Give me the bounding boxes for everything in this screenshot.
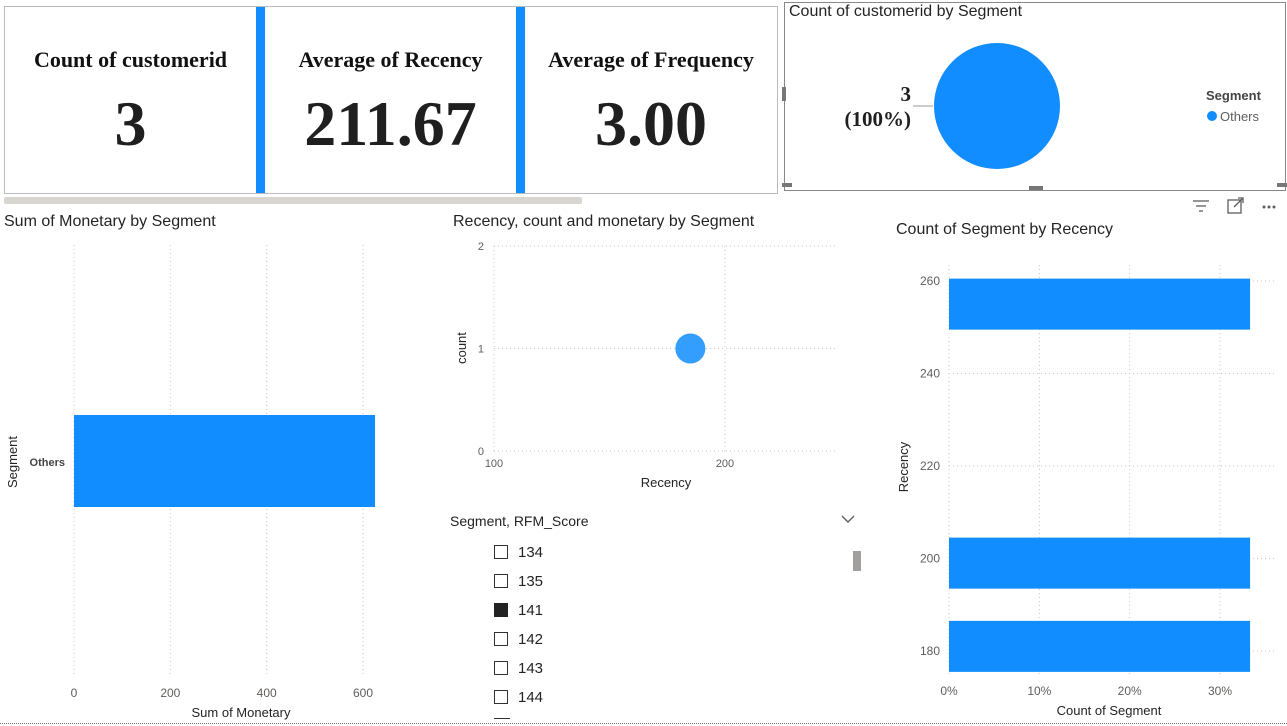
kpi-card-group: Count of customerid 3 Average of Recency… xyxy=(4,6,778,194)
y-tick-label: 240 xyxy=(920,367,940,381)
slicer-checkbox[interactable] xyxy=(494,661,508,675)
slicer-item-label: 134 xyxy=(518,543,544,561)
kpi-value: 211.67 xyxy=(304,88,477,159)
monetary-bar-chart[interactable]: 0 200 400 600 Others Sum of Monetary Segment xyxy=(0,235,430,723)
kpi-title: Count of customerid xyxy=(33,47,228,72)
monetary-chart-title: Sum of Monetary by Segment xyxy=(4,213,216,230)
chevron-down-icon[interactable] xyxy=(840,512,856,526)
slicer-item-142[interactable]: 142 xyxy=(494,629,543,649)
resize-handle-bottom[interactable] xyxy=(1029,186,1043,190)
y-axis-title: Segment xyxy=(5,436,20,488)
slicer-checkbox[interactable] xyxy=(494,632,508,646)
legend-item[interactable]: Others xyxy=(1220,109,1260,124)
pie-data-label-value: 3 xyxy=(901,82,912,106)
horizontal-scrollbar[interactable] xyxy=(4,197,582,204)
y-tick-label: 200 xyxy=(920,552,940,566)
x-tick-label: 0 xyxy=(71,686,78,700)
slicer-checkbox[interactable] xyxy=(494,690,508,704)
pie-chart-card[interactable]: Count of customerid by Segment 3 (100%) … xyxy=(782,2,1287,191)
y-axis-title: Recency xyxy=(896,441,911,492)
x-tick-label: 200 xyxy=(160,686,180,700)
slicer-item-143[interactable]: 143 xyxy=(494,658,543,678)
scatter-chart-title: Recency, count and monetary by Segment xyxy=(453,213,755,230)
slicer-checkbox[interactable] xyxy=(494,545,508,559)
scatter-point[interactable] xyxy=(675,333,706,364)
y-tick-label: 2 xyxy=(478,241,484,253)
kpi-separator xyxy=(516,7,525,193)
slicer-item-141[interactable]: 141 xyxy=(494,600,543,620)
x-tick-label: 0% xyxy=(940,684,958,698)
kpi-separator xyxy=(256,7,265,193)
y-tick-label: 180 xyxy=(920,644,940,658)
kpi-card-avg-frequency[interactable]: Average of Frequency 3.00 xyxy=(525,7,777,193)
y-axis-title: count xyxy=(454,332,469,364)
resize-handle-left[interactable] xyxy=(782,87,786,101)
recency-chart-title: Count of Segment by Recency xyxy=(896,221,1114,238)
kpi-title: Average of Frequency xyxy=(548,47,754,72)
scatter-chart[interactable]: 0 1 2 100 200 Recency count xyxy=(440,235,850,495)
y-tick-label: 260 xyxy=(920,274,940,288)
slicer-item-135[interactable]: 135 xyxy=(494,571,543,591)
x-tick-label: 10% xyxy=(1027,684,1051,698)
legend-title: Segment xyxy=(1206,88,1262,103)
slicer-title: Segment, RFM_Score xyxy=(450,513,589,529)
slicer-scrollbar[interactable] xyxy=(853,551,861,571)
kpi-title: Average of Recency xyxy=(298,47,483,72)
pie-data-label-pct: (100%) xyxy=(845,107,912,131)
y-category-label: Others xyxy=(30,457,65,469)
page-bottom-border xyxy=(0,723,1287,724)
kpi-card-count-customerid[interactable]: Count of customerid 3 xyxy=(5,7,256,193)
recency-bar-chart[interactable]: 260 240 220 200 180 0% 10% 20% 30% Count of Segme… xyxy=(880,245,1285,723)
x-tick-label: 20% xyxy=(1118,684,1142,698)
legend-marker xyxy=(1207,111,1217,121)
slicer-item-label: 144 xyxy=(518,688,544,706)
pie-chart-title: Count of customerid by Segment xyxy=(789,3,1023,20)
bar-recency-199[interactable] xyxy=(949,537,1251,589)
slicer-checkbox[interactable] xyxy=(494,574,508,588)
slicer-item-label: 142 xyxy=(518,630,544,648)
y-tick-label: 1 xyxy=(478,344,484,356)
x-tick-label: 100 xyxy=(485,458,503,470)
slicer-item-144[interactable]: 144 xyxy=(494,687,543,707)
bar-recency-255[interactable] xyxy=(949,278,1251,330)
kpi-value: 3 xyxy=(114,88,147,159)
pie-chart-svg: 3 (100%) Segment Others xyxy=(845,43,1262,169)
visual-header xyxy=(1193,197,1276,214)
kpi-value: 3.00 xyxy=(595,88,707,159)
slicer-checkbox[interactable] xyxy=(494,603,508,617)
slicer-item-partial xyxy=(494,718,510,723)
x-axis-title: Sum of Monetary xyxy=(192,705,291,720)
bar-others[interactable] xyxy=(74,415,376,507)
x-axis-title: Count of Segment xyxy=(1057,703,1162,718)
x-tick-label: 30% xyxy=(1208,684,1232,698)
pie-slice-others[interactable] xyxy=(934,43,1060,169)
y-tick-label: 0 xyxy=(478,446,484,458)
kpi-card-avg-recency[interactable]: Average of Recency 211.67 xyxy=(265,7,516,193)
slicer-item-label: 135 xyxy=(518,572,544,590)
bar-recency-181[interactable] xyxy=(949,620,1251,672)
focus-mode-icon[interactable] xyxy=(1227,197,1244,214)
filter-icon[interactable] xyxy=(1193,200,1209,212)
x-axis-title: Recency xyxy=(641,475,692,490)
x-tick-label: 200 xyxy=(716,458,734,470)
y-tick-label: 220 xyxy=(920,459,940,473)
more-options-icon[interactable] xyxy=(1262,205,1276,209)
resize-handle-corner-bl[interactable] xyxy=(782,183,792,187)
x-tick-label: 400 xyxy=(257,686,277,700)
slicer-item-134[interactable]: 134 xyxy=(494,542,543,562)
x-tick-label: 600 xyxy=(353,686,373,700)
slicer-item-label: 143 xyxy=(518,659,544,677)
resize-handle-corner-br[interactable] xyxy=(1277,183,1287,187)
slicer-item-label: 141 xyxy=(518,601,544,619)
